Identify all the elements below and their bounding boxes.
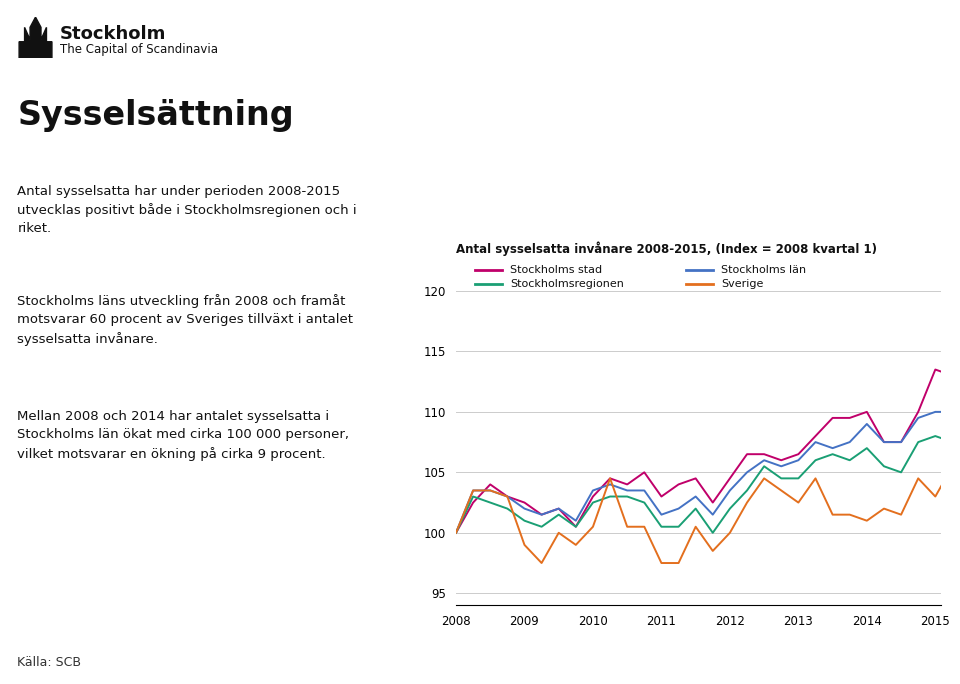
Text: Antal sysselsatta invånare 2008-2015, (Index = 2008 kvartal 1): Antal sysselsatta invånare 2008-2015, (I… <box>456 242 877 256</box>
Text: Källa: SCB: Källa: SCB <box>17 656 82 669</box>
Text: Stockholms stad: Stockholms stad <box>510 265 602 275</box>
Text: Stockholms län: Stockholms län <box>721 265 806 275</box>
Polygon shape <box>19 17 52 58</box>
Text: The Capital of Scandinavia: The Capital of Scandinavia <box>60 43 218 56</box>
Text: Sysselsättning: Sysselsättning <box>17 99 294 132</box>
Text: Stockholms läns utveckling från 2008 och framåt
motsvarar 60 procent av Sveriges: Stockholms läns utveckling från 2008 och… <box>17 294 353 345</box>
Text: Stockholmsregionen: Stockholmsregionen <box>510 279 624 289</box>
Text: Sverige: Sverige <box>721 279 763 289</box>
Text: Stockholm: Stockholm <box>60 25 166 43</box>
Text: Antal sysselsatta har under perioden 2008-2015
utvecklas positivt både i Stockho: Antal sysselsatta har under perioden 200… <box>17 185 357 235</box>
Text: Mellan 2008 och 2014 har antalet sysselsatta i
Stockholms län ökat med cirka 100: Mellan 2008 och 2014 har antalet syssels… <box>17 410 349 461</box>
